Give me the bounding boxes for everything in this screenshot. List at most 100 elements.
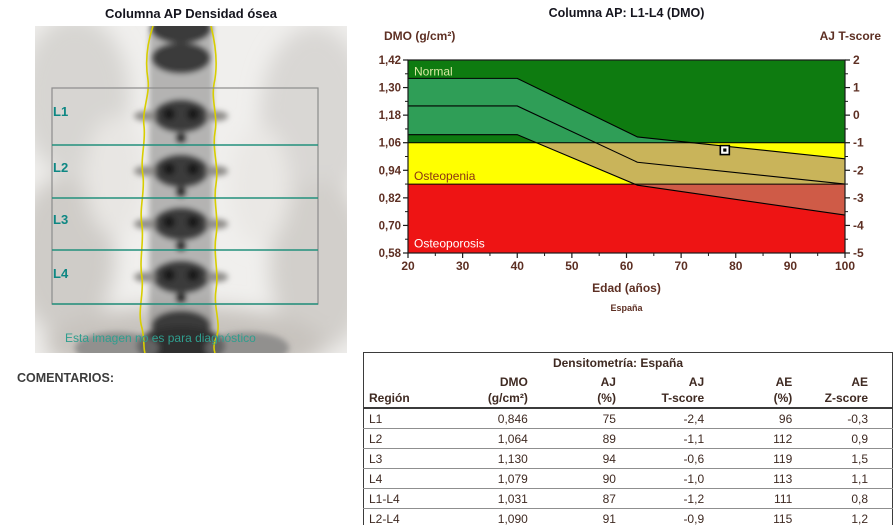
svg-text:-5: -5 (853, 246, 864, 260)
svg-text:0,94: 0,94 (379, 165, 402, 177)
value-cell: 87 (539, 488, 628, 509)
reference-band (536, 142, 845, 185)
svg-text:1,42: 1,42 (379, 55, 401, 67)
results-table: Densitometría: España Región DMO (g/cm²) AJ… (363, 352, 893, 525)
svg-text:30: 30 (456, 259, 470, 273)
value-cell: 0,9 (804, 428, 893, 449)
value-cell: 1,064 (451, 428, 540, 449)
table-row: L4 1,079 90 -1,0 113 1,1 (363, 468, 893, 489)
svg-text:1,06: 1,06 (379, 138, 401, 150)
scan-disclaimer: Esta imagen no es para diagnóstico (65, 331, 256, 345)
value-cell: 1,090 (451, 508, 540, 525)
value-cell: 1,031 (451, 488, 540, 509)
value-cell: -1,1 (627, 428, 717, 449)
table-row: L1 0,846 75 -2,4 96 -0,3 (363, 407, 893, 429)
svg-text:-2: -2 (853, 163, 864, 177)
vertebra-label-l2: L2 (53, 160, 69, 175)
zone-label: Osteoporosis (414, 237, 485, 251)
value-cell: 1,5 (804, 448, 893, 469)
value-cell: 1,130 (451, 448, 540, 469)
x-axis-sublabel: España (610, 303, 643, 313)
value-cell: 112 (716, 428, 805, 449)
band-curve-top (408, 77, 846, 160)
column-header: AJ (%) (539, 373, 628, 409)
column-header: AE (%) (716, 373, 805, 409)
patient-marker (719, 144, 731, 156)
column-header: AJ T-score (627, 373, 717, 409)
vertebra-label-l3: L3 (53, 212, 69, 227)
svg-text:1,30: 1,30 (379, 83, 401, 95)
value-cell: -0,3 (804, 407, 893, 429)
svg-text:-1: -1 (853, 136, 864, 150)
svg-text:-3: -3 (853, 191, 864, 205)
svg-text:0,58: 0,58 (379, 248, 402, 260)
spine-scan-figure: L1 L2 L3 L4 Esta imagen no es para diagn… (35, 26, 347, 353)
svg-text:2: 2 (853, 53, 860, 67)
vertebra-label-l1: L1 (53, 104, 69, 119)
value-cell: -1,2 (627, 488, 717, 509)
value-cell: 119 (716, 448, 805, 469)
svg-text:80: 80 (729, 259, 743, 273)
region-cell: L3 (363, 448, 452, 469)
spine-scan-image (35, 26, 347, 353)
value-cell: -1,0 (627, 468, 717, 489)
region-cell: L1 (363, 407, 452, 429)
value-cell: 111 (716, 488, 805, 509)
svg-text:0: 0 (853, 108, 860, 122)
svg-text:60: 60 (620, 259, 634, 273)
svg-text:50: 50 (565, 259, 579, 273)
vertebra-label-l4: L4 (53, 266, 69, 281)
value-cell: -0,9 (627, 508, 717, 525)
svg-text:40: 40 (511, 259, 525, 273)
value-cell: -0,6 (627, 448, 717, 469)
right-axis-label: AJ T-score (819, 29, 881, 43)
svg-text:0,82: 0,82 (379, 193, 401, 205)
reference-band (408, 78, 693, 143)
value-cell: 91 (539, 508, 628, 525)
region-cell: L2-L4 (363, 508, 452, 525)
value-cell: 90 (539, 468, 628, 489)
band-curve-bottom (408, 134, 846, 216)
region-cell: L4 (363, 468, 452, 489)
value-cell: 1,1 (804, 468, 893, 489)
value-cell: 115 (716, 508, 805, 525)
svg-text:0,70: 0,70 (379, 220, 401, 232)
chart-title: Columna AP: L1-L4 (DMO) (548, 6, 705, 20)
column-header: DMO (g/cm²) (451, 373, 540, 409)
value-cell: -2,4 (627, 407, 717, 429)
vertebral-column (75, 26, 289, 353)
value-cell: 1,2 (804, 508, 893, 525)
value-cell: 96 (716, 407, 805, 429)
svg-text:90: 90 (784, 259, 798, 273)
region-cell: L2 (363, 428, 452, 449)
dmo-chart-panel: Columna AP: L1-L4 (DMO) DMO (g/cm²) AJ T… (370, 0, 896, 350)
zone-label: Normal (414, 65, 453, 79)
value-cell: 113 (716, 468, 805, 489)
svg-text:100: 100 (835, 259, 855, 273)
svg-text:70: 70 (674, 259, 688, 273)
svg-text:20: 20 (401, 259, 415, 273)
column-header: AE Z-score (804, 373, 893, 409)
svg-text:-4: -4 (853, 218, 864, 232)
region-cell: L1-L4 (363, 488, 452, 509)
comments-label: COMENTARIOS: (17, 371, 114, 385)
table-row: L2-L4 1,090 91 -0,9 115 1,2 (363, 508, 893, 525)
svg-text:1,18: 1,18 (379, 110, 402, 122)
table-row: L1-L4 1,031 87 -1,2 111 0,8 (363, 488, 893, 509)
zone-label: Osteopenia (414, 169, 476, 183)
x-axis-label: Edad (años) (592, 281, 661, 295)
value-cell: 75 (539, 407, 628, 429)
value-cell: 94 (539, 448, 628, 469)
left-axis-label: DMO (g/cm²) (384, 29, 456, 43)
svg-text:1: 1 (853, 81, 860, 95)
value-cell: 89 (539, 428, 628, 449)
spine-image-title: Columna AP Densidad ósea (105, 6, 277, 21)
value-cell: 0,8 (804, 488, 893, 509)
table-row: L3 1,130 94 -0,6 119 1,5 (363, 448, 893, 469)
roi-box (51, 87, 319, 305)
band-curve-mean (408, 105, 846, 185)
column-header: Región (363, 373, 452, 409)
value-cell: 1,079 (451, 468, 540, 489)
